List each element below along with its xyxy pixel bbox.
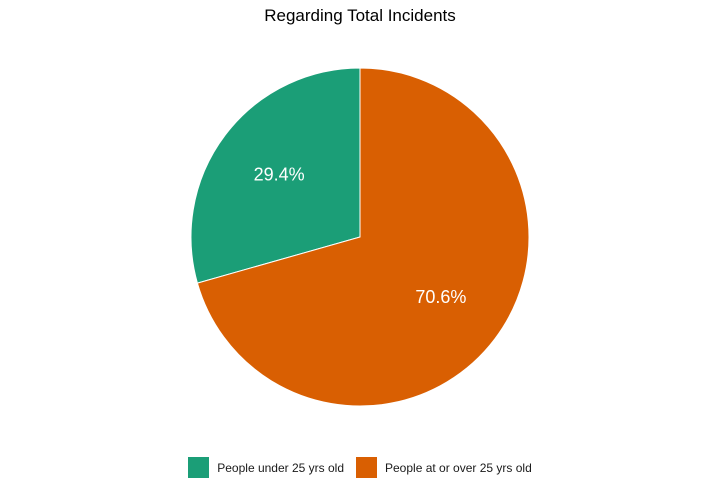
slice-label-over-25: 70.6% — [415, 287, 466, 307]
slice-label-under-25: 29.4% — [254, 165, 305, 185]
legend-item-under-25: People under 25 yrs old — [188, 457, 344, 478]
slice-under-25 — [190, 67, 361, 284]
slice-over-25 — [196, 67, 530, 407]
chart-title: Regarding Total Incidents — [264, 6, 456, 25]
legend: People under 25 yrs old People at or ove… — [0, 457, 720, 478]
legend-item-over-25: People at or over 25 yrs old — [356, 457, 532, 478]
legend-swatch-over-25 — [356, 457, 377, 478]
legend-label-over-25: People at or over 25 yrs old — [385, 460, 532, 475]
legend-label-under-25: People under 25 yrs old — [217, 460, 344, 475]
legend-swatch-under-25 — [188, 457, 210, 478]
